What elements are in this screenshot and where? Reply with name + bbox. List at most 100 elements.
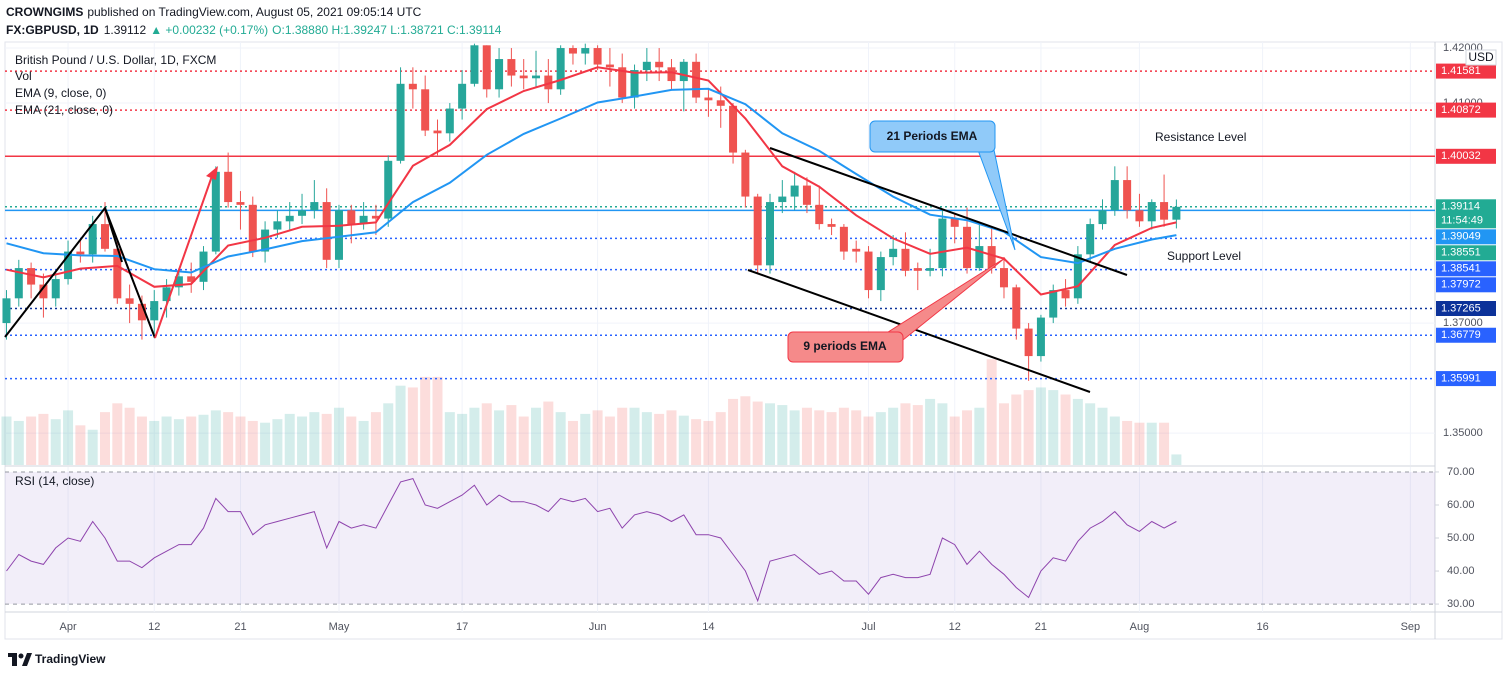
volume-bar — [1048, 390, 1059, 465]
candle-body — [655, 61, 664, 68]
brand: TradingView — [35, 652, 106, 666]
candle-body — [679, 61, 688, 82]
volume-bar — [63, 410, 74, 465]
candle-body — [519, 75, 528, 79]
countdown: 11:54:49 — [1441, 215, 1483, 227]
candle-body — [273, 221, 282, 230]
price-label: 1.36779 — [1441, 329, 1481, 341]
candle-body — [51, 279, 60, 299]
price-label: 1.38541 — [1441, 263, 1481, 275]
volume-bar — [432, 376, 443, 465]
arrow-line — [154, 175, 213, 339]
volume-bar — [1159, 422, 1170, 465]
price-label: 1.35991 — [1441, 372, 1481, 384]
price-label: 1.40872 — [1441, 104, 1481, 116]
price-label: 1.40032 — [1441, 150, 1481, 162]
candle-body — [482, 45, 491, 90]
volume-bar — [1134, 422, 1145, 465]
volume-bar — [789, 410, 800, 465]
price-label: 1.37972 — [1441, 279, 1481, 291]
candle-body — [236, 202, 245, 205]
volume-bar — [826, 412, 837, 465]
candle-body — [224, 171, 233, 203]
volume-bar — [1060, 394, 1071, 465]
volume-bar — [678, 415, 689, 465]
volume-bar — [654, 413, 665, 465]
ema21-legend: EMA (21, close, 0) — [15, 103, 113, 117]
volume-bar — [912, 405, 923, 465]
candle-body — [100, 224, 109, 249]
candle-body — [39, 284, 48, 299]
price-label-box — [1436, 148, 1496, 164]
volume-bar — [149, 420, 160, 465]
symbol-title: British Pound / U.S. Dollar, 1D, FXCM — [15, 53, 216, 67]
frame — [4, 41, 1503, 640]
volume-bar — [346, 416, 357, 465]
resistance-label: Resistance Level — [1155, 130, 1246, 144]
volume-bar — [161, 416, 172, 465]
volume-bar — [863, 416, 874, 465]
volume-bar — [494, 410, 505, 465]
candle-body — [261, 229, 270, 252]
candle-body — [1086, 224, 1095, 255]
candle-body — [359, 215, 368, 225]
change: ▲ +0.00232 (+0.17%) — [150, 23, 268, 37]
volume-bar — [75, 425, 86, 465]
candle-body — [187, 276, 196, 282]
candle-body — [76, 251, 85, 255]
ema-line — [6, 66, 1177, 296]
candle-body — [839, 226, 848, 252]
candle-body — [113, 248, 122, 299]
x-tick-label: Aug — [1130, 621, 1150, 633]
volume-bar — [801, 407, 812, 465]
price-label-box — [1436, 301, 1496, 317]
volume-bar — [1171, 454, 1182, 465]
volume-bar — [641, 412, 652, 465]
x-tick-label: Jun — [589, 621, 607, 633]
candle-body — [753, 196, 762, 266]
candle-body — [778, 196, 787, 203]
candle-body — [1012, 287, 1021, 329]
candle-body — [137, 303, 146, 321]
volume-bar — [691, 419, 702, 465]
vol-legend: Vol — [15, 69, 32, 83]
volume-bar — [740, 396, 751, 465]
y-tick-label: 50.00 — [1447, 532, 1475, 544]
volume-bar — [247, 420, 258, 465]
price-label-box — [1436, 63, 1496, 79]
volume-bar — [567, 420, 578, 465]
y-tick-label: 30.00 — [1447, 598, 1475, 610]
volume-bar — [297, 416, 308, 465]
candle-body — [125, 298, 134, 304]
volume-bar — [974, 407, 985, 465]
volume-bar — [469, 407, 480, 465]
volume-bar — [555, 412, 566, 465]
logo-part — [12, 653, 17, 666]
volume-bar — [752, 401, 763, 465]
published: published on TradingView.com, August 05,… — [87, 5, 421, 19]
candle-body — [556, 48, 565, 90]
candle-body — [1172, 206, 1181, 220]
candle-body — [790, 185, 799, 197]
volume-bar — [173, 419, 184, 465]
candle-body — [716, 100, 725, 106]
candle-body — [827, 224, 836, 227]
x-tick-label: 17 — [456, 621, 468, 633]
volume-bar — [617, 407, 628, 465]
price-label-box — [1436, 277, 1496, 293]
volume-bar — [444, 412, 455, 465]
price-label-box — [1436, 199, 1496, 229]
volume-bar — [900, 403, 911, 465]
candle-body — [987, 246, 996, 269]
price-label: 1.39049 — [1441, 231, 1481, 243]
ema9-legend: EMA (9, close, 0) — [15, 86, 106, 100]
x-tick-label: 14 — [702, 621, 714, 633]
candle-body — [568, 48, 577, 54]
candle-body — [64, 251, 73, 280]
volume-bar — [1035, 387, 1046, 465]
candle-body — [14, 268, 23, 299]
logo-part — [18, 653, 24, 659]
candle-body — [950, 218, 959, 227]
candle-body — [88, 224, 97, 255]
